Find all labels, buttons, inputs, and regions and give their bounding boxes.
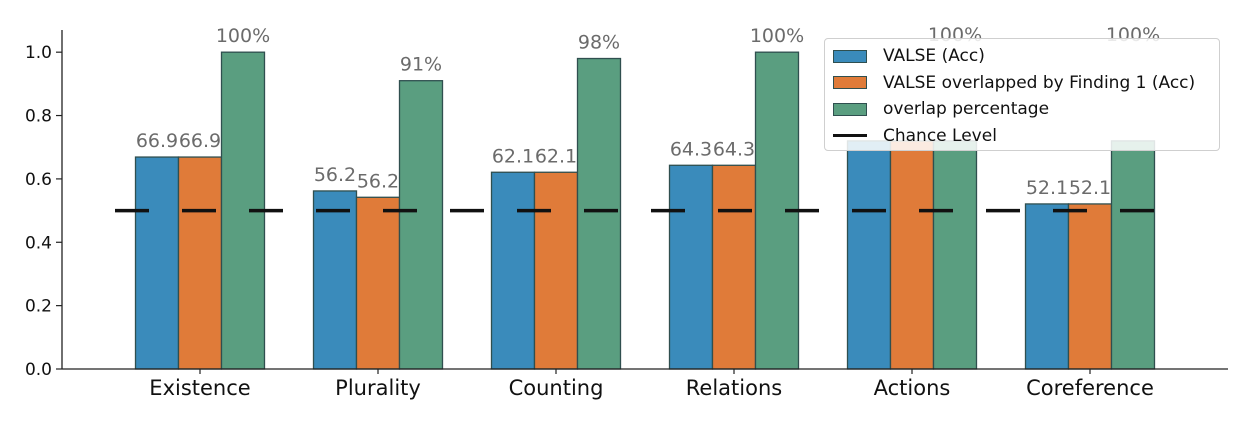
data-label-series-2-counting: 98% [578,32,620,54]
bar-series-1-actions [889,140,935,370]
y-tick-label-1: 0.2 [25,297,52,317]
data-label-series-0-plurality: 56.2 [314,164,356,186]
legend-item-valse: VALSE (Acc) [833,43,1211,70]
x-tick-label-actions: Actions [874,376,951,400]
legend-item-overlap-percentage: overlap percentage [833,96,1211,123]
bar-series-0-relations [668,164,714,370]
legend-label-overlapped: VALSE overlapped by Finding 1 (Acc) [883,72,1196,93]
y-tick-label-0: 0.0 [25,360,52,380]
bar-series-2-actions [932,140,978,370]
bar-series-1-counting [533,171,579,370]
legend-swatch-overlapped [833,76,867,90]
y-tick-label-2: 0.4 [25,233,52,253]
bar-series-1-plurality [355,196,401,370]
legend-item-overlapped: VALSE overlapped by Finding 1 (Acc) [833,70,1211,97]
data-label-series-2-plurality: 91% [400,54,442,76]
data-label-series-2-relations: 100% [750,25,804,47]
bar-series-1-coreference [1067,203,1113,370]
bar-series-2-plurality [398,80,444,370]
legend-swatch-overlap-percentage [833,102,867,116]
y-tick-label-3: 0.6 [25,170,52,190]
bar-series-0-counting [490,171,536,370]
data-label-series-2-existence: 100% [216,25,270,47]
x-tick-label-plurality: Plurality [335,376,421,400]
x-tick-label-existence: Existence [149,376,250,400]
bar-series-1-relations [711,164,757,370]
data-label-series-0-counting: 62.1 [492,145,534,167]
legend-label-overlap-percentage: overlap percentage [883,99,1050,120]
bar-series-2-coreference [1110,140,1156,370]
data-label-series-1-relations: 64.3 [713,138,755,160]
y-tick-label-4: 0.8 [25,107,52,127]
data-label-series-0-existence: 66.9 [136,130,178,152]
legend-label-chance-level: Chance Level [883,125,997,146]
legend-line-chance-level [833,134,867,138]
data-label-series-1-coreference: 52.1 [1069,177,1111,199]
bar-series-0-existence [134,156,180,370]
legend-label-valse: VALSE (Acc) [883,46,985,67]
legend: VALSE (Acc) VALSE overlapped by Finding … [824,38,1220,151]
bar-series-0-coreference [1024,203,1070,370]
x-tick-label-coreference: Coreference [1026,376,1154,400]
legend-item-chance-level: Chance Level [833,123,1211,150]
legend-swatch-valse [833,49,867,63]
bar-series-2-counting [576,57,622,370]
bar-series-1-existence [177,156,223,370]
data-label-series-1-plurality: 56.2 [357,170,399,192]
y-tick-label-5: 1.0 [25,43,52,63]
data-label-series-1-existence: 66.9 [179,130,221,152]
bar-series-0-plurality [312,190,358,370]
bar-series-0-actions [846,140,892,370]
x-tick-label-relations: Relations [686,376,782,400]
x-tick-label-counting: Counting [509,376,604,400]
data-label-series-1-counting: 62.1 [535,145,577,167]
data-label-series-0-coreference: 52.1 [1026,177,1068,199]
data-label-series-0-relations: 64.3 [670,138,712,160]
